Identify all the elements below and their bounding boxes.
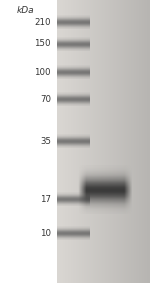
Text: 70: 70	[40, 95, 51, 104]
Text: 35: 35	[40, 137, 51, 146]
Text: 17: 17	[40, 195, 51, 204]
Text: 150: 150	[34, 39, 51, 48]
Text: 210: 210	[34, 18, 51, 27]
Text: kDa: kDa	[17, 6, 34, 15]
Text: 100: 100	[34, 68, 51, 77]
Text: 10: 10	[40, 229, 51, 238]
